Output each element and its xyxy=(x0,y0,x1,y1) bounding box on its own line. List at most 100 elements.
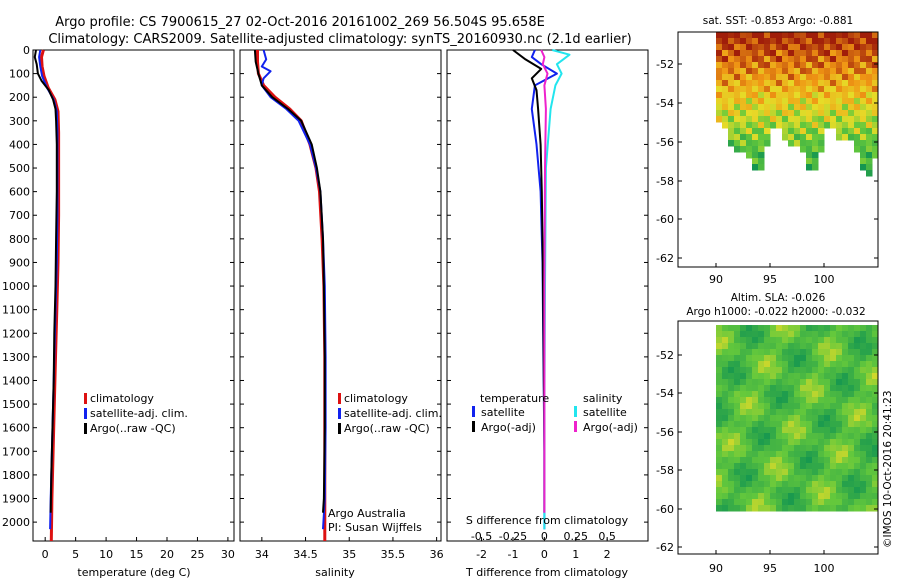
sst-cell xyxy=(830,86,837,93)
sla-cell xyxy=(830,475,837,482)
sla-cell xyxy=(866,439,873,446)
sla-cell xyxy=(830,385,837,392)
sla-cell xyxy=(734,403,741,410)
sla-cell xyxy=(818,379,825,386)
sla-cell xyxy=(818,451,825,458)
sst-cell xyxy=(794,68,801,75)
sst-cell xyxy=(842,38,849,45)
sla-cell xyxy=(812,475,819,482)
sst-cell xyxy=(752,50,759,57)
sla-cell xyxy=(866,337,873,344)
sst-cell xyxy=(830,80,837,87)
sst-cell xyxy=(782,122,789,129)
sla-cell xyxy=(734,457,741,464)
sla-cell xyxy=(836,421,843,428)
sla-cell xyxy=(830,397,837,404)
sla-cell xyxy=(854,439,861,446)
sla-cell xyxy=(758,391,765,398)
sla-cell xyxy=(848,481,855,488)
sst-cell xyxy=(812,56,819,63)
sla-cell xyxy=(722,493,729,500)
sla-cell xyxy=(794,379,801,386)
sst-cell xyxy=(848,50,855,57)
sst-cell xyxy=(734,140,741,147)
sst-cell xyxy=(806,110,813,117)
sla-cell xyxy=(872,325,879,332)
sst-cell xyxy=(794,62,801,69)
sst-cell xyxy=(812,68,819,75)
sla-cell xyxy=(836,349,843,356)
map-lat-label: -58 xyxy=(656,175,674,188)
sla-cell xyxy=(830,403,837,410)
sla-cell xyxy=(866,493,873,500)
sst-cell xyxy=(752,134,759,141)
sla-cell xyxy=(764,493,771,500)
sla-cell xyxy=(728,337,735,344)
sla-cell xyxy=(818,415,825,422)
sla-cell xyxy=(824,487,831,494)
sst-cell xyxy=(854,80,861,87)
sla-cell xyxy=(758,331,765,338)
sla-cell xyxy=(842,403,849,410)
sst-cell xyxy=(788,92,795,99)
depth-tick-label: 700 xyxy=(9,209,30,222)
x-tick-label: -2 xyxy=(476,548,487,561)
sla-cell xyxy=(866,325,873,332)
sla-cell xyxy=(854,325,861,332)
sla-cell xyxy=(722,373,729,380)
sst-cell xyxy=(734,62,741,69)
sla-cell xyxy=(728,361,735,368)
sla-cell xyxy=(722,361,729,368)
sla-cell xyxy=(848,499,855,506)
sst-cell xyxy=(758,122,765,129)
sst-cell xyxy=(848,44,855,51)
sla-cell xyxy=(776,493,783,500)
sst-cell xyxy=(866,134,873,141)
sst-cell xyxy=(770,98,777,105)
sla-cell xyxy=(860,397,867,404)
sla-cell xyxy=(830,469,837,476)
sla-cell xyxy=(734,481,741,488)
series-line xyxy=(256,50,327,541)
sst-cell xyxy=(800,74,807,81)
sla-cell xyxy=(740,409,747,416)
sla-cell xyxy=(860,349,867,356)
sst-cell xyxy=(734,86,741,93)
sla-cell xyxy=(770,493,777,500)
sla-cell xyxy=(782,475,789,482)
sla-cell xyxy=(824,493,831,500)
sla-cell xyxy=(740,385,747,392)
sla-cell xyxy=(746,325,753,332)
sst-cell xyxy=(776,116,783,123)
sst-cell xyxy=(824,92,831,99)
sst-cell xyxy=(824,32,831,39)
sla-cell xyxy=(728,409,735,416)
sst-cell xyxy=(842,110,849,117)
sst-cell xyxy=(848,74,855,81)
sla-cell xyxy=(812,463,819,470)
sla-cell xyxy=(812,355,819,362)
sla-cell xyxy=(872,493,879,500)
x-tick-label: 1 xyxy=(572,548,579,561)
sla-cell xyxy=(740,403,747,410)
sla-cell xyxy=(722,349,729,356)
sla-cell xyxy=(770,367,777,374)
sst-cell xyxy=(866,104,873,111)
sla-cell xyxy=(866,343,873,350)
sla-cell xyxy=(746,469,753,476)
sla-cell xyxy=(794,331,801,338)
sla-cell xyxy=(818,397,825,404)
sla-cell xyxy=(848,469,855,476)
sst-cell xyxy=(830,122,837,129)
sla-cell xyxy=(758,445,765,452)
sla-cell xyxy=(788,427,795,434)
x-tick-label: 5 xyxy=(72,548,79,561)
sla-cell xyxy=(842,337,849,344)
sst-cell xyxy=(758,32,765,39)
sla-cell xyxy=(734,391,741,398)
sla-map xyxy=(716,325,879,512)
sla-cell xyxy=(824,457,831,464)
sla-cell xyxy=(812,325,819,332)
sla-cell xyxy=(764,463,771,470)
sst-cell xyxy=(716,56,723,63)
